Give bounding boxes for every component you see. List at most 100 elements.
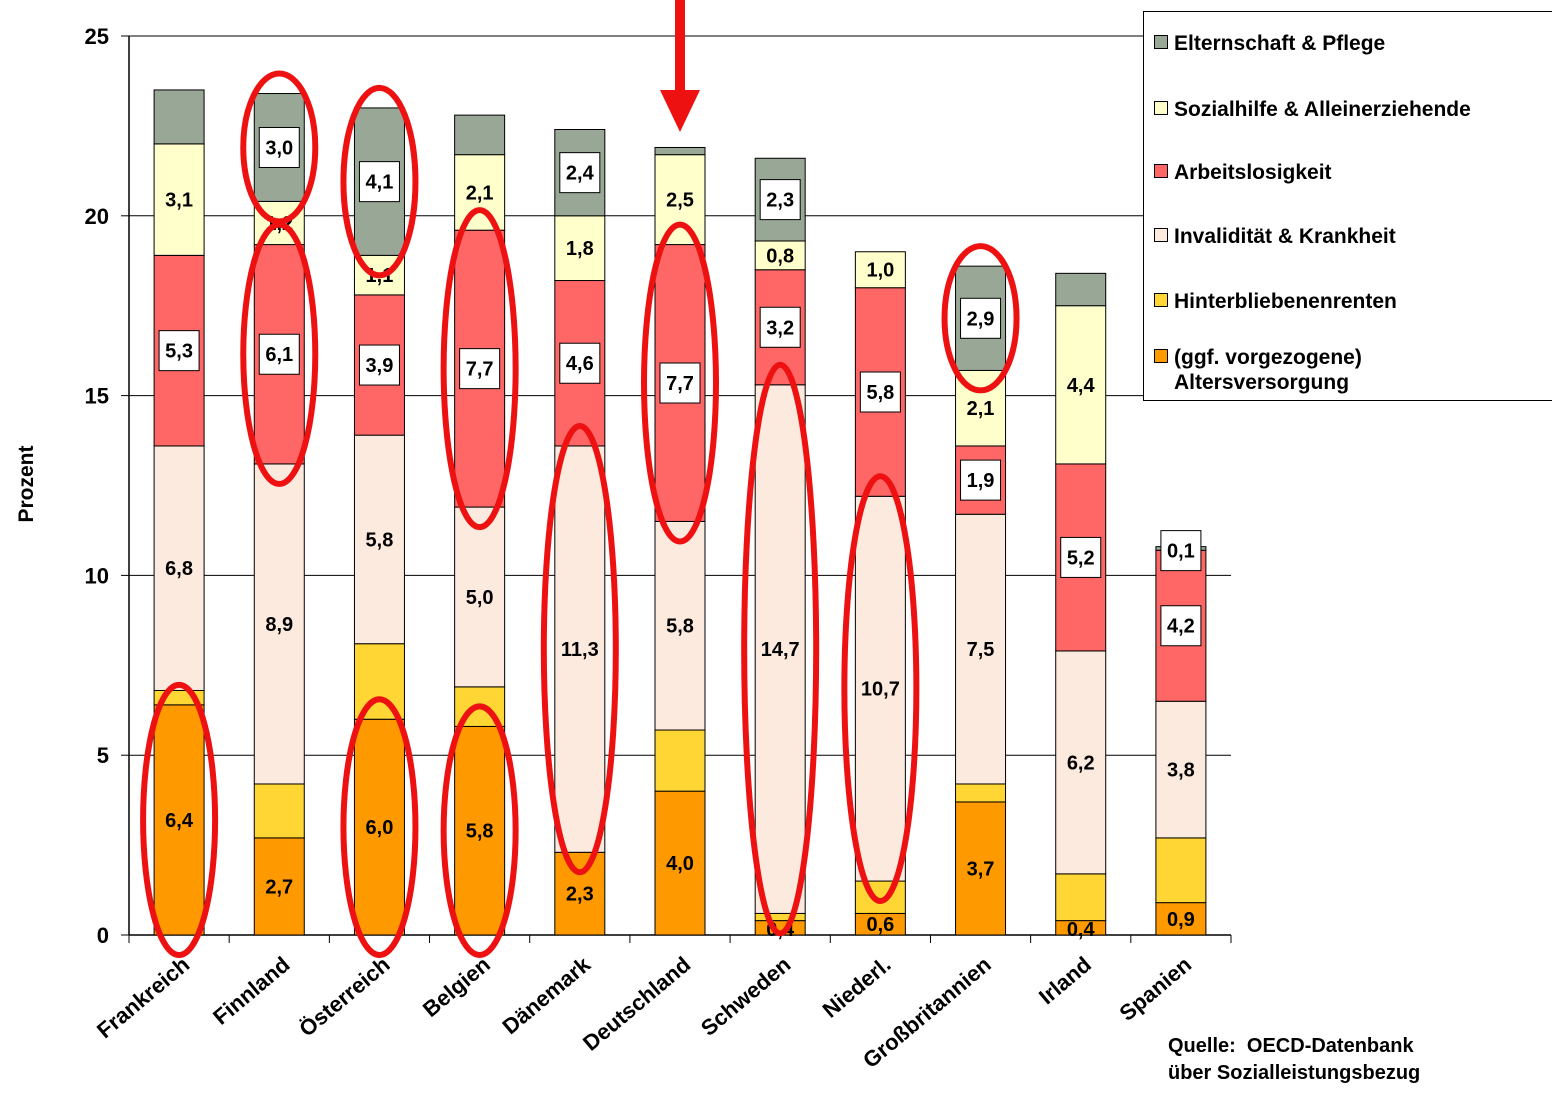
bar-segment: [754, 384, 806, 914]
data-label: 2,5: [666, 190, 694, 212]
highlight-ellipse: [240, 70, 319, 225]
highlight-ellipse: [340, 84, 419, 279]
x-tick-label: Österreich: [294, 952, 394, 1042]
bar-segment: [454, 725, 506, 936]
data-label: 10,7: [861, 679, 900, 701]
legend-swatch: [1154, 228, 1168, 242]
data-label-box: [258, 126, 300, 168]
data-label: 8,9: [265, 614, 293, 636]
data-label: 0,1: [1167, 541, 1195, 563]
legend-label: Elternschaft & Pflege: [1174, 32, 1386, 55]
data-label: 6,4: [165, 810, 194, 832]
legend-swatch: [1154, 349, 1168, 363]
data-label-box: [559, 342, 601, 384]
legend-item-arbeitslosigkeit: Arbeitslosigkeit: [1154, 160, 1534, 185]
data-label: 7,7: [466, 359, 494, 381]
data-label-box: [859, 371, 901, 413]
data-label: 3,2: [766, 317, 794, 339]
data-label: 7,7: [666, 373, 694, 395]
bar-segment: [353, 643, 405, 720]
data-label: 2,4: [566, 163, 595, 185]
legend-label: Hinterbliebenenrenten: [1174, 290, 1397, 313]
data-label-box: [759, 179, 801, 221]
data-label: 11,3: [561, 639, 599, 661]
highlight-ellipse: [240, 221, 319, 487]
data-label: 4,4: [1067, 375, 1096, 397]
bar-segment: [654, 520, 706, 731]
x-tick-label: Frankreich: [92, 952, 194, 1043]
highlight-ellipses: [140, 70, 1020, 958]
bar-segment: [1055, 272, 1107, 307]
data-label-box: [358, 344, 400, 386]
data-label: 7,5: [967, 639, 995, 661]
x-tick-label: Spanien: [1114, 952, 1196, 1026]
bar-segment: [1155, 902, 1207, 936]
legend-label: (ggf. vorgezogene) Altersversorgung: [1174, 346, 1362, 394]
highlight-ellipse: [340, 696, 419, 958]
legend-label: Sozialhilfe & Alleinerziehende: [1174, 98, 1471, 121]
bar-segment: [454, 154, 506, 231]
bar-segment: [1155, 837, 1207, 904]
data-label: 3,8: [1167, 760, 1195, 782]
x-tick-label: Belgien: [418, 952, 495, 1022]
bar-segment: [1055, 650, 1107, 875]
legend-item-hinterbliebenenrenten: Hinterbliebenenrenten: [1154, 289, 1534, 314]
data-label-box: [459, 348, 501, 390]
source-line-2: über Sozialleistungsbezug: [1168, 1062, 1421, 1084]
bar-segment: [1055, 305, 1107, 465]
y-tick-label: 0: [97, 923, 109, 948]
highlight-ellipse: [540, 422, 619, 876]
bar-segment: [253, 463, 305, 785]
data-label: 2,1: [466, 182, 494, 204]
data-label: 4,6: [566, 353, 594, 375]
bar-segment: [454, 114, 506, 156]
bar-segment: [654, 729, 706, 792]
data-label: 2,1: [967, 398, 995, 420]
data-label: 0,9: [1167, 909, 1195, 931]
legend-label: Invalidität & Krankheit: [1174, 225, 1396, 248]
data-label: 6,2: [1067, 752, 1095, 774]
bar-segment: [955, 513, 1007, 785]
bar-segment: [153, 704, 205, 936]
axes: 0 5 10 15 20 25: [85, 24, 1232, 948]
highlight-ellipse: [841, 473, 920, 905]
legend-item-altersversorgung: (ggf. vorgezogene) Altersversorgung: [1154, 345, 1404, 395]
x-tick-label: Irland: [1034, 952, 1096, 1010]
source-line-1: Quelle: OECD-Datenbank: [1168, 1035, 1414, 1057]
data-label: 3,0: [265, 137, 293, 159]
highlight-ellipse: [941, 243, 1020, 394]
data-label: 6,1: [265, 344, 293, 366]
data-label-box: [759, 306, 801, 348]
x-tick-label: Dänemark: [497, 951, 595, 1039]
y-tick-label: 25: [85, 24, 109, 49]
y-tick-label: 15: [85, 384, 109, 409]
source-note: Quelle: OECD-Datenbank über Sozialleistu…: [1168, 1033, 1420, 1087]
data-label: 14,7: [761, 639, 800, 661]
data-label: 5,8: [866, 382, 894, 404]
highlight-ellipse: [741, 361, 820, 937]
chart-legend: Elternschaft & Pflege Sozialhilfe & Alle…: [1143, 11, 1552, 401]
legend-swatch: [1154, 164, 1168, 178]
bar-segment: [854, 495, 906, 882]
bar-segment: [554, 851, 606, 936]
data-label: 5,3: [165, 341, 193, 363]
data-label: 5,8: [666, 616, 694, 638]
legend-swatch: [1154, 35, 1168, 49]
data-label: 0,8: [766, 245, 794, 267]
bars: [153, 89, 1207, 936]
legend-label: Arbeitslosigkeit: [1174, 161, 1332, 184]
data-label: 1,0: [866, 260, 894, 282]
data-label: 1,9: [967, 470, 995, 492]
data-label-box: [659, 362, 701, 404]
bar-segment: [253, 783, 305, 839]
bar-segment: [654, 146, 706, 156]
x-tick-label: Deutschland: [578, 952, 695, 1056]
legend-item-sozialhilfe: Sozialhilfe & Alleinerziehende: [1154, 97, 1534, 122]
highlight-ellipse: [440, 207, 519, 531]
arrow-shaft: [675, 0, 685, 92]
data-label: 2,9: [967, 308, 995, 330]
bar-segment: [955, 783, 1007, 803]
arrow-indicator: [660, 0, 700, 132]
data-label: 3,7: [967, 858, 995, 880]
legend-item-elternschaft: Elternschaft & Pflege: [1154, 31, 1534, 56]
